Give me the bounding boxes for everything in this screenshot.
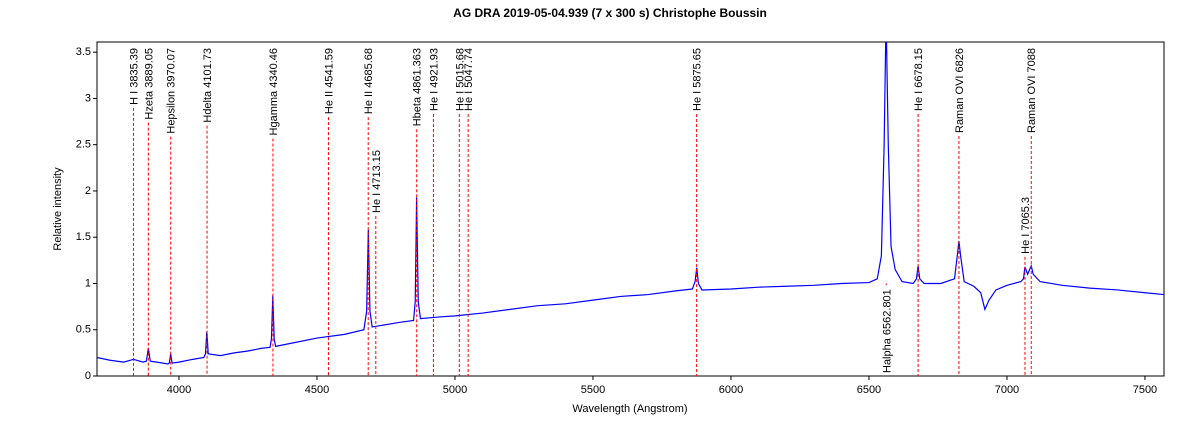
- line-label: Hepsilon 3970.07: [166, 48, 178, 134]
- x-tick-label: 5000: [443, 384, 467, 396]
- y-tick-label: 1.5: [76, 231, 91, 243]
- line-label: He I 4921.93: [428, 48, 440, 111]
- x-tick-label: 6000: [719, 384, 743, 396]
- y-axis-label: Relative intensity: [52, 167, 64, 251]
- line-label: Halpha 6562.801: [881, 289, 893, 373]
- line-label: He I 5015.68: [454, 48, 466, 111]
- x-axis-label: Wavelength (Angstrom): [572, 403, 687, 415]
- x-tick-label: 7500: [1133, 384, 1157, 396]
- y-tick-label: 3: [85, 92, 91, 104]
- line-label: He II 4685.68: [363, 48, 375, 114]
- plot-frame: [96, 41, 1165, 377]
- spectrum-line: [97, 42, 1164, 365]
- x-tick-label: 7000: [995, 384, 1019, 396]
- line-label: He II 4541.59: [323, 48, 335, 114]
- y-tick-label: 0.5: [76, 324, 91, 336]
- y-tick-label: 0: [85, 370, 91, 382]
- plot-area: [97, 42, 1164, 365]
- line-label: He I 7065.3: [1020, 197, 1032, 254]
- y-tick-label: 1: [85, 277, 91, 289]
- line-label: Hgamma 4340.46: [268, 48, 280, 135]
- line-label: Raman OVI 7088: [1026, 48, 1038, 133]
- line-label: He I 6678.15: [913, 48, 925, 111]
- x-tick-label: 5500: [581, 384, 605, 396]
- y-tick-label: 3.5: [76, 46, 91, 58]
- line-label: Hbeta 4861.363: [412, 48, 424, 126]
- y-tick-label: 2: [85, 185, 91, 197]
- chart-title: AG DRA 2019-05-04.939 (7 x 300 s) Christ…: [453, 6, 767, 20]
- line-label: He I 5047.74: [463, 48, 475, 111]
- line-label: Hdelta 4101.73: [202, 48, 214, 123]
- line-label: He I 4713.15: [371, 150, 383, 213]
- line-label: Raman OVI 6826: [954, 48, 966, 133]
- x-tick-label: 6500: [857, 384, 881, 396]
- line-label: Hzeta 3889.05: [143, 48, 155, 120]
- x-tick-label: 4000: [167, 384, 191, 396]
- line-label: H I 3835.39: [129, 48, 141, 105]
- line-label: He I 5875.65: [692, 48, 704, 111]
- x-tick-label: 4500: [305, 384, 329, 396]
- y-tick-label: 2.5: [76, 139, 91, 151]
